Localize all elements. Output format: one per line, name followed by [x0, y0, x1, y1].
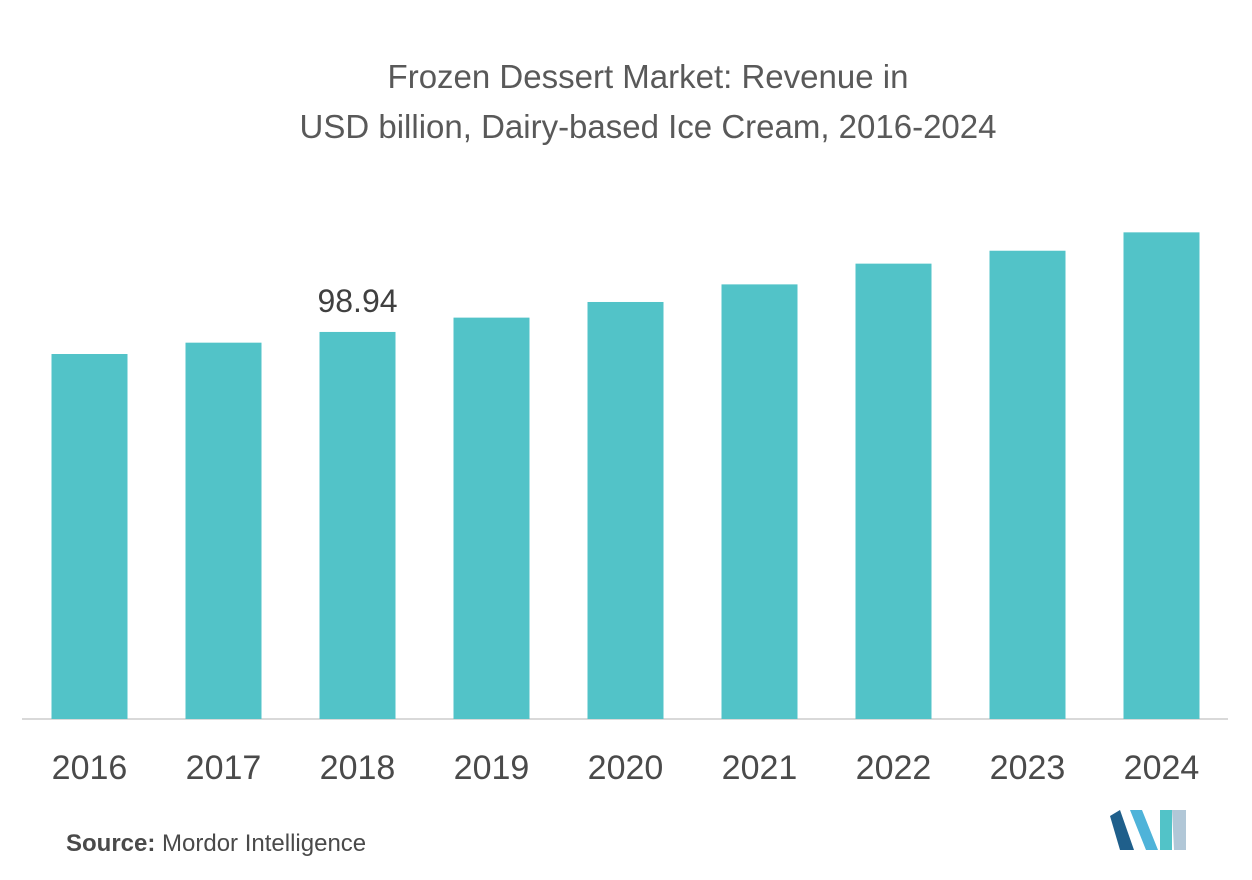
chart-title: Frozen Dessert Market: Revenue in USD bi…	[0, 52, 1252, 152]
bar-2018	[319, 331, 396, 719]
x-tick-label-2023: 2023	[990, 749, 1066, 787]
source-label: Source:	[66, 830, 156, 857]
bar-2022	[855, 263, 932, 719]
bar-2017	[185, 342, 262, 719]
bar-2024	[1123, 232, 1200, 719]
data-label-2018: 98.94	[317, 283, 397, 319]
logo-right-accent	[1172, 810, 1186, 850]
bar-2020	[587, 301, 664, 719]
bar-2016	[51, 354, 128, 719]
bar-chart: 2016 2017 2018 98.94 2019 2020 2021 2022 2023 202…	[22, 232, 1228, 787]
x-tick-label-2024: 2024	[1124, 749, 1200, 787]
x-tick-label-2020: 2020	[588, 749, 664, 787]
x-tick-label-2017: 2017	[186, 749, 262, 787]
chart-title-line-1: Frozen Dessert Market: Revenue in	[387, 58, 909, 95]
logo-middle-stroke	[1130, 810, 1158, 850]
bar-2023	[989, 250, 1066, 720]
source-note: Source: Mordor Intelligence	[66, 830, 366, 858]
x-tick-label-2016: 2016	[52, 749, 128, 787]
logo-left-stroke	[1110, 810, 1134, 850]
chart-title-line-2: USD billion, Dairy-based Ice Cream, 2016…	[299, 108, 997, 145]
source-text: Mordor Intelligence	[162, 830, 367, 857]
bar-2021	[721, 284, 798, 719]
mordor-intelligence-logo-icon	[1110, 810, 1186, 850]
x-tick-label-2018: 2018	[320, 749, 396, 787]
x-tick-label-2021: 2021	[722, 749, 798, 787]
bar-2019	[453, 317, 530, 719]
x-tick-label-2022: 2022	[856, 749, 932, 787]
logo-right-stroke	[1160, 810, 1172, 850]
x-tick-label-2019: 2019	[454, 749, 530, 787]
